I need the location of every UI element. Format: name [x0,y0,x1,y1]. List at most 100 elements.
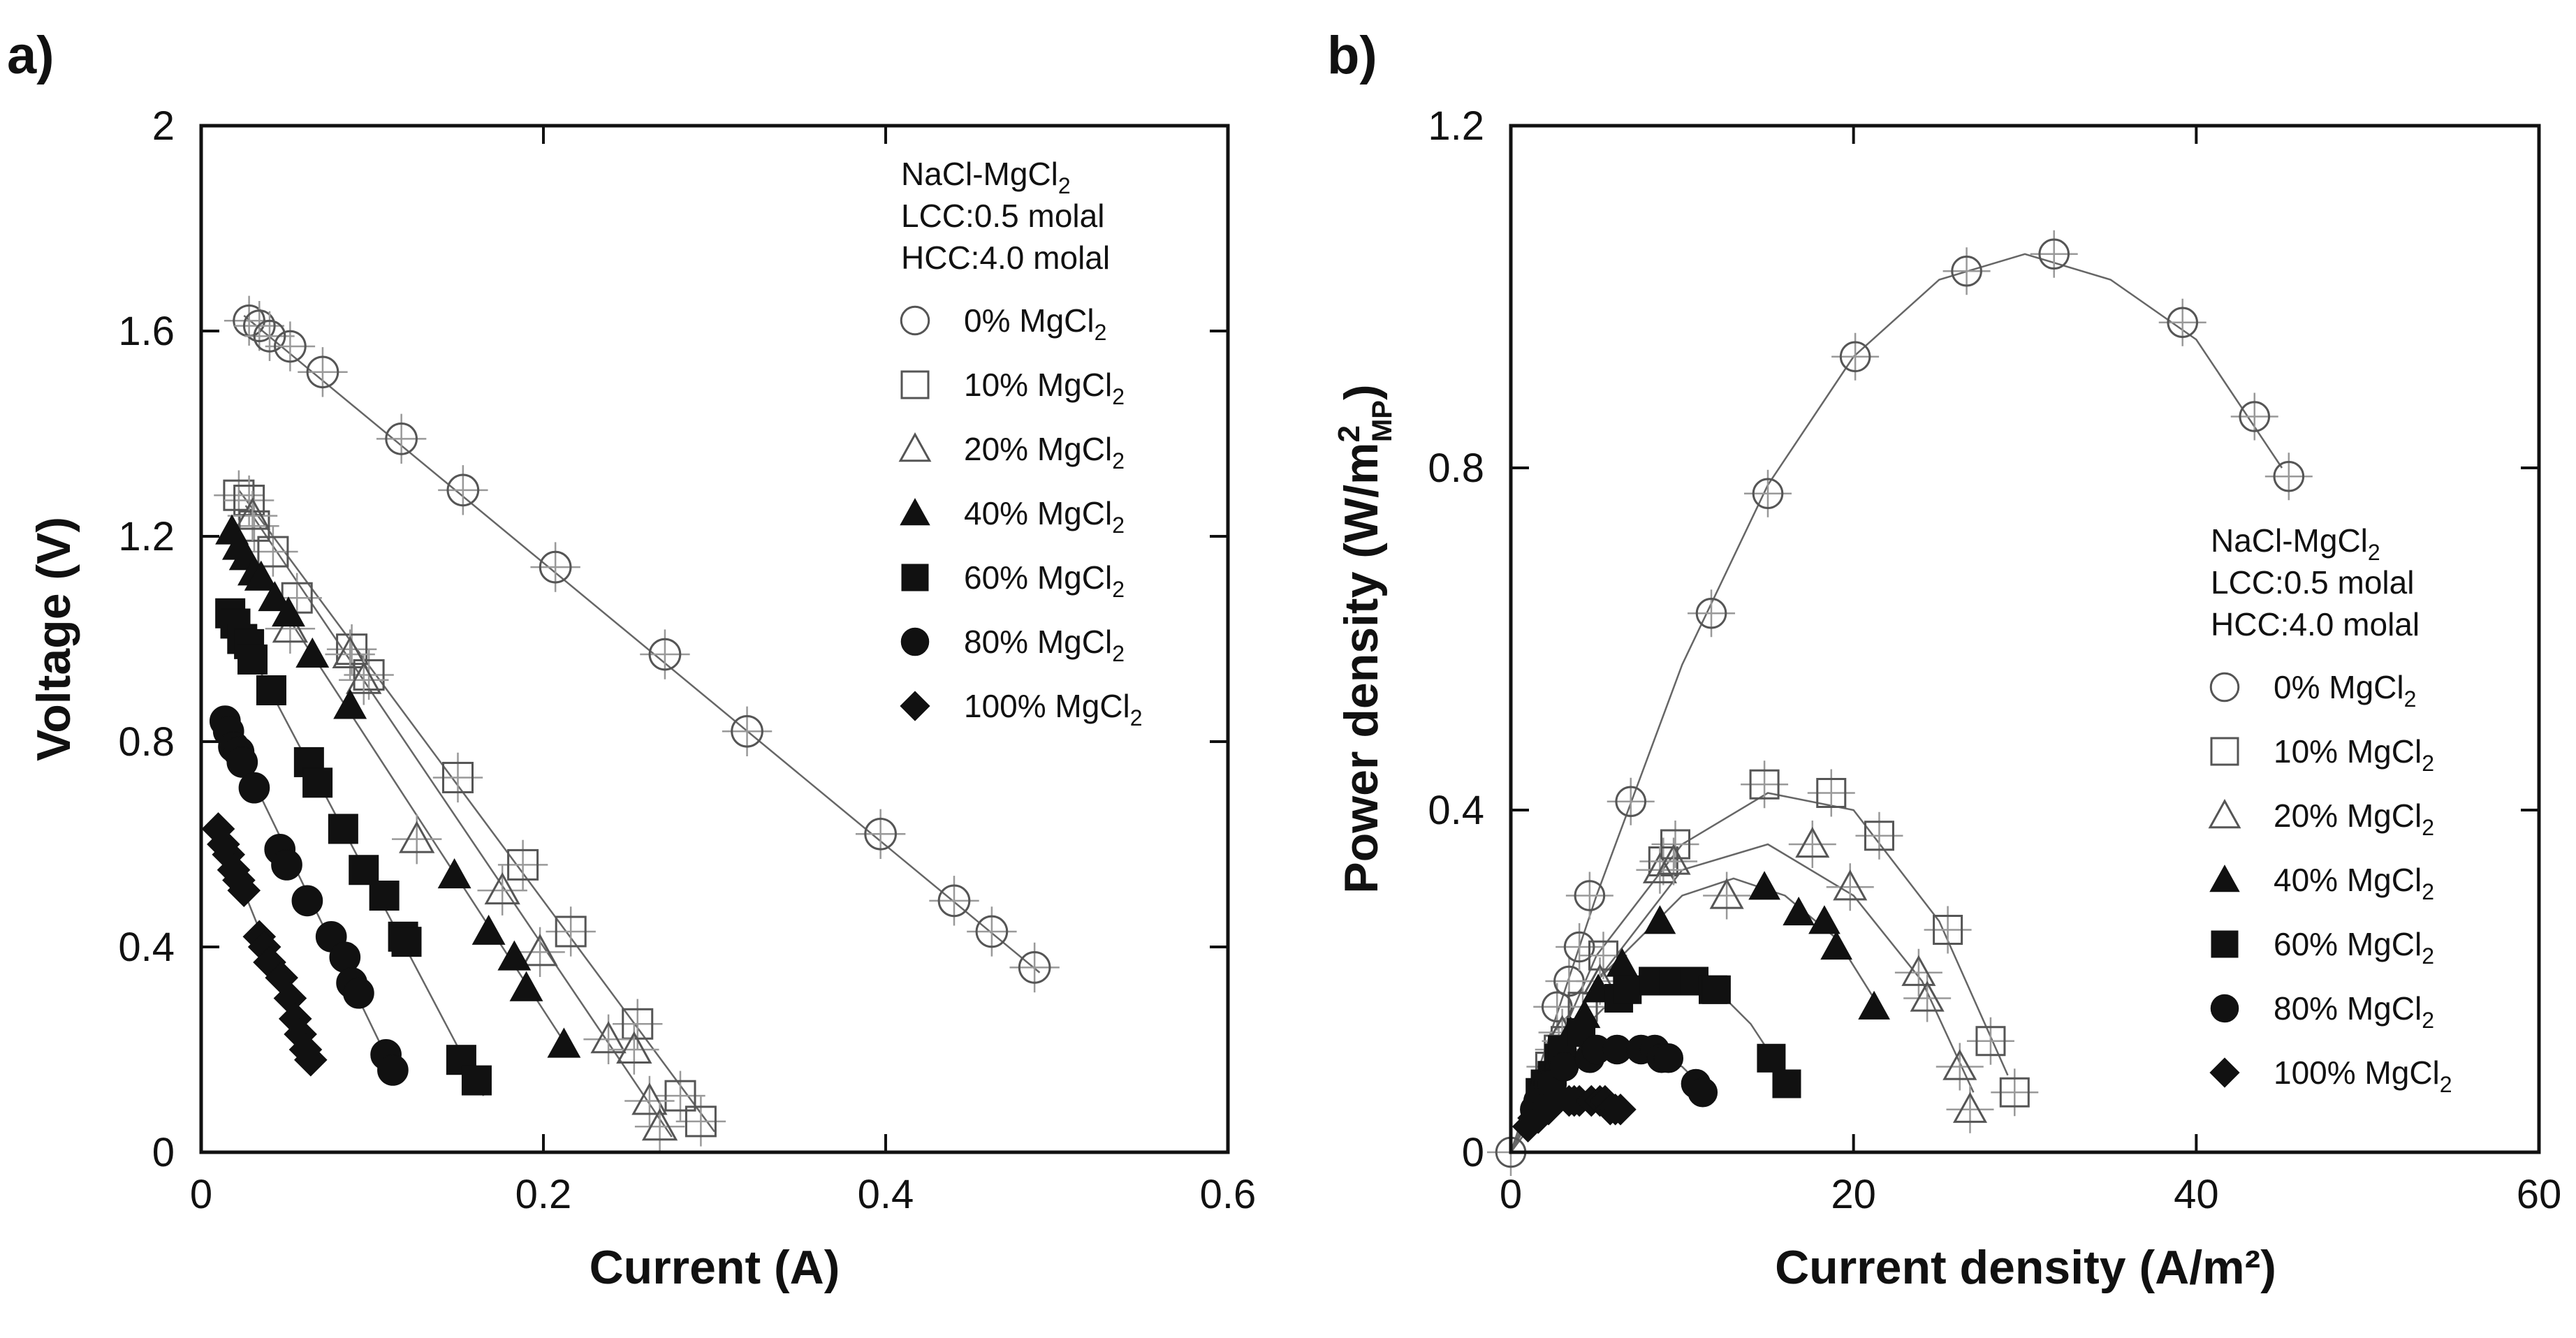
b-data-point [1748,871,1780,900]
panel-a-fit-lines [215,314,1041,1138]
b-legend-header: HCC:4.0 molal [2211,606,2420,642]
panel-b-y-axis-title: Power density (W/m2MP) [1332,384,1398,893]
a-y-tick-label: 0.4 [118,925,175,970]
a-data-point [937,884,971,918]
b-data-point [1833,869,1868,901]
a-data-point [446,473,480,507]
a-x-tick-label: 0 [190,1172,212,1217]
panel-b-fit-lines [1509,253,2283,1153]
b-data-point [2273,460,2305,492]
a-data-point [461,1065,492,1096]
a-data-point [975,915,1009,948]
b-data-point [1563,931,1595,963]
a-legend-label: 80% MgCl2 [964,624,1125,666]
a-legend-label: 100% MgCl2 [964,688,1143,730]
a-legend-label: 60% MgCl2 [964,559,1125,602]
a-data-point [369,881,400,911]
a-data-point [244,560,278,591]
b-data-point [1615,786,1647,818]
b-legend-marker [2208,799,2241,829]
a-data-point [343,977,374,1009]
a-fit-line [243,314,1041,973]
panel-b-axes-frame [1509,124,2541,1154]
b-data-point [1604,1094,1637,1126]
b-legend-label: 100% MgCl2 [2274,1054,2452,1097]
panel-a-label: a) [7,26,54,85]
b-legend-marker [2209,1057,2240,1088]
b-data-point [1816,778,1847,808]
b-data-point [1588,940,1618,971]
a-data-point [227,874,261,907]
a-data-point [333,689,367,719]
a-data-point [731,714,763,748]
b-legend-header: NaCl-MgCl2 [2211,522,2380,565]
a-data-point [539,550,572,584]
b-data-point [1858,990,1890,1020]
b-x-tick-label: 0 [1500,1172,1522,1217]
a-data-point [399,821,435,853]
a-data-point [507,848,539,881]
a-legend-label: 10% MgCl2 [964,367,1125,409]
a-x-tick-label: 0.2 [515,1172,572,1217]
panel-a-axes-frame [199,124,1230,1154]
b-legend-label: 20% MgCl2 [2274,797,2434,840]
a-x-tick-label: 0.4 [858,1172,914,1217]
a-data-point [242,309,276,342]
a-data-point [302,767,333,798]
b-data-point [1820,930,1852,960]
b-data-point [1942,1049,1977,1080]
a-data-point [223,479,255,511]
b-data-point [1772,1069,1801,1098]
a-data-point [346,661,382,694]
a-legend-header: LCC:0.5 molal [901,198,1104,234]
a-data-point [336,633,368,666]
a-data-point [641,1108,678,1141]
b-data-point [1752,478,1784,510]
a-data-point [385,422,418,455]
a-data-point [685,1105,717,1138]
a-data-point [648,638,682,671]
a-legend-marker [900,627,930,656]
b-data-point [1642,852,1677,883]
panel-b: b) 0 20 40 60 0 0.4 0.8 1.2 Current density (A/… [1327,26,2561,1294]
panel-a: a) 0 0.2 0.4 0.600.40.81.21.62 Current (A) … [7,26,1256,1294]
b-data-point [1660,829,1691,860]
b-data-point [1574,880,1606,911]
a-y-tick-label: 1.2 [118,514,175,559]
a-y-tick-label: 1.6 [118,309,175,354]
b-x-tick-label: 40 [2174,1172,2219,1217]
a-data-point [295,637,330,668]
b-x-tick-label: 20 [1831,1172,1876,1217]
panel-b-y-axis-title-main: Power density (W/m [1335,443,1388,894]
a-data-point [238,510,270,542]
b-data-point [1656,844,1691,875]
b-data-point [2239,401,2271,432]
a-data-point [258,581,292,612]
b-data-point [1549,1052,1579,1082]
b-y-tick-label: 0 [1462,1130,1484,1175]
b-legend-marker [2209,672,2240,703]
a-legend-marker [900,370,930,399]
a-data-point [484,872,520,905]
a-legend-marker [900,498,930,526]
a-data-point [306,355,339,389]
a-fit-line [244,505,673,1138]
a-data-point [332,635,368,669]
b-data-point [2167,307,2199,339]
b-data-point [1709,878,1744,909]
panel-b-ticks: 0 20 40 60 0 0.4 0.8 1.2 [1428,103,2561,1217]
a-data-point [555,916,587,948]
b-data-point [1695,597,1727,629]
b-y-tick-label: 0.8 [1428,446,1484,491]
b-data-point [1749,769,1780,800]
b-fit-line [1509,253,2283,1153]
a-data-point [631,1082,668,1115]
panel-b-y-axis-title-sup: 2 [1332,425,1366,442]
a-data-point [238,772,270,804]
a-data-point [864,817,897,851]
b-data-point [1951,255,1982,287]
b-y-tick-label: 1.2 [1428,103,1484,149]
b-legend-label: 80% MgCl2 [2274,990,2434,1033]
a-data-point [256,675,286,705]
